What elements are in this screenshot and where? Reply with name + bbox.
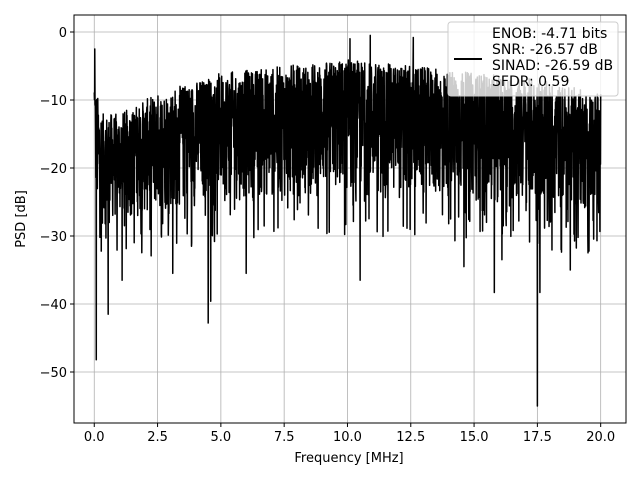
x-tick-label: 10.0 — [333, 430, 362, 445]
legend-entry-line: ENOB: -4.71 bits — [492, 26, 607, 42]
plot-area-frame — [73, 14, 627, 424]
legend-entry-line: SINAD: -26.59 dB — [492, 58, 613, 74]
x-tick-label: 7.5 — [274, 430, 295, 445]
x-tick-label: 2.5 — [147, 430, 168, 445]
x-tick-label: 12.5 — [396, 430, 425, 445]
legend-entry-line: SNR: -26.57 dB — [492, 42, 598, 58]
series-line — [93, 34, 602, 407]
y-axis-label: PSD [dB] — [14, 190, 29, 248]
legend-box — [447, 21, 619, 97]
x-tick-label: 15.0 — [460, 430, 489, 445]
series-group — [93, 34, 602, 407]
y-axis: 0 −10 −20 −30 −40 −50 — [40, 26, 74, 381]
x-axis: 0.0 2.5 5.0 7.5 10.0 12.5 15.0 17.5 20.0 — [84, 423, 615, 445]
legend-entry-line: SFDR: 0.59 — [492, 74, 569, 90]
y-tick-label: −50 — [40, 366, 67, 381]
x-tick-label: 0.0 — [84, 430, 105, 445]
x-axis-label: Frequency [MHz] — [294, 451, 403, 466]
y-tick-label: −40 — [40, 298, 67, 313]
y-tick-label: −30 — [40, 230, 67, 245]
x-tick-label: 5.0 — [211, 430, 232, 445]
y-tick-label: 0 — [59, 26, 67, 41]
x-tick-label: 17.5 — [523, 430, 552, 445]
y-tick-label: −20 — [40, 162, 67, 177]
x-tick-label: 20.0 — [586, 430, 615, 445]
y-tick-label: −10 — [40, 94, 67, 109]
